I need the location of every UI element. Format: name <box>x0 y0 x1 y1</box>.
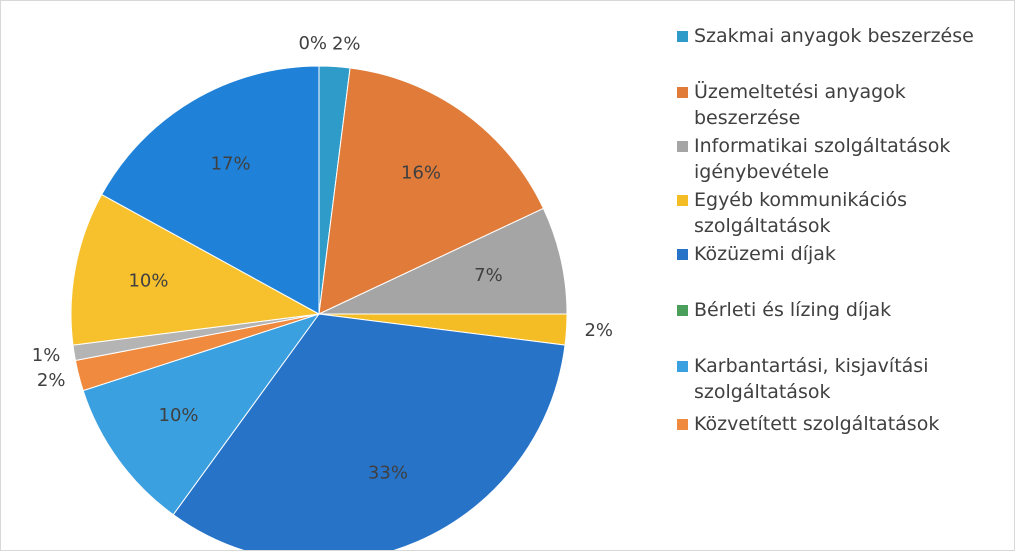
legend-entry: Bérleti és lízing díjak <box>677 297 997 323</box>
legend-label: Üzemeltetési anyagok beszerzése <box>694 81 906 129</box>
legend-label: Szakmai anyagok beszerzése <box>694 25 974 47</box>
legend-swatch <box>677 141 688 152</box>
pie-slice <box>82 313 321 516</box>
legend-swatch <box>677 305 688 316</box>
pie-slice <box>318 207 568 315</box>
data-label: 1% <box>32 345 61 366</box>
legend-label: Egyéb kommunikációs szolgáltatások <box>694 189 907 237</box>
legend-swatch <box>677 361 688 372</box>
data-label: 2% <box>37 370 66 391</box>
legend-label: Közvetített szolgáltatások <box>694 413 940 435</box>
legend-entry: Karbantartási, kisjavítási szolgáltatáso… <box>677 353 997 405</box>
legend-swatch <box>677 419 688 430</box>
data-label: 10% <box>128 270 168 291</box>
legend-entry: Egyéb kommunikációs szolgáltatások <box>677 187 997 239</box>
pie-slice <box>318 67 545 315</box>
legend-label: Informatikai szolgáltatások igénybevétel… <box>694 135 951 183</box>
data-label: 7% <box>474 265 503 286</box>
pie-slice <box>100 65 320 315</box>
legend-swatch <box>677 31 688 42</box>
legend-entry: Informatikai szolgáltatások igénybevétel… <box>677 133 997 185</box>
data-label: 2% <box>332 34 361 55</box>
legend-swatch <box>677 249 688 260</box>
data-label: 2% <box>584 320 613 341</box>
pie-slice <box>172 313 566 550</box>
legend-label: Bérleti és lízing díjak <box>694 299 892 321</box>
legend-swatch <box>677 195 688 206</box>
legend-entry: Közvetített szolgáltatások <box>677 411 997 437</box>
data-label: 16% <box>401 163 441 184</box>
legend-entry: Üzemeltetési anyagok beszerzése <box>677 79 997 131</box>
legend-entry: Szakmai anyagok beszerzése <box>677 23 997 49</box>
pie-slice <box>70 193 321 346</box>
data-label: 33% <box>368 462 408 483</box>
data-label: 10% <box>159 405 199 426</box>
legend-label: Karbantartási, kisjavítási szolgáltatáso… <box>694 355 929 403</box>
legend-swatch <box>677 87 688 98</box>
legend-label: Közüzemi díjak <box>694 243 836 265</box>
data-label: 0% <box>298 33 327 54</box>
data-label: 17% <box>211 154 251 175</box>
legend-entry: Közüzemi díjak <box>677 241 997 267</box>
